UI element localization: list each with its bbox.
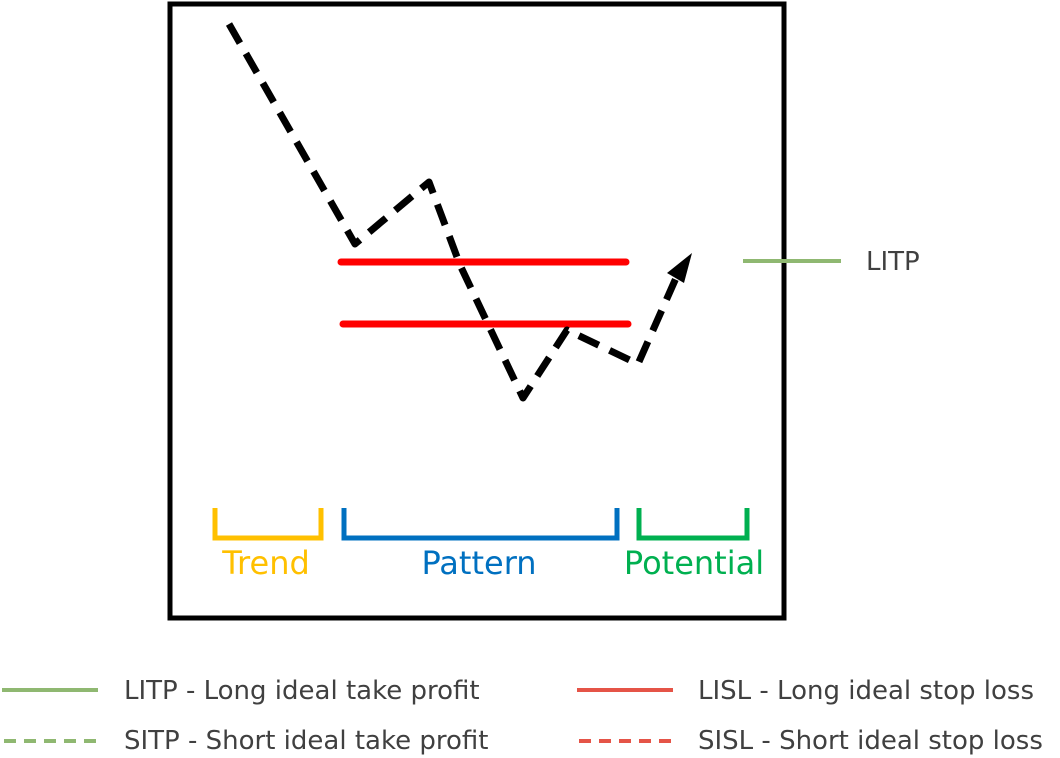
pattern-bracket	[341, 508, 620, 541]
potential-bracket	[636, 508, 750, 541]
litp-marker-label: LITP	[866, 247, 920, 277]
phase-label-potential: Potential	[624, 544, 764, 582]
trend-bracket	[212, 508, 324, 541]
phase-label-trend: Trend	[221, 544, 310, 582]
legend-label-litp: LITP - Long ideal take profit	[124, 676, 480, 706]
legend: LITP - Long ideal take profit LISL - Lon…	[2, 676, 1043, 756]
legend-label-sisl: SISL - Short ideal stop loss	[698, 726, 1043, 756]
legend-label-sitp: SITP - Short ideal take profit	[124, 726, 488, 756]
price-arrow-head-icon	[667, 253, 692, 283]
phase-label-pattern: Pattern	[421, 544, 536, 582]
price-path	[225, 22, 680, 402]
legend-label-lisl: LISL - Long ideal stop loss	[698, 676, 1034, 706]
chart-frame	[167, 1, 787, 621]
